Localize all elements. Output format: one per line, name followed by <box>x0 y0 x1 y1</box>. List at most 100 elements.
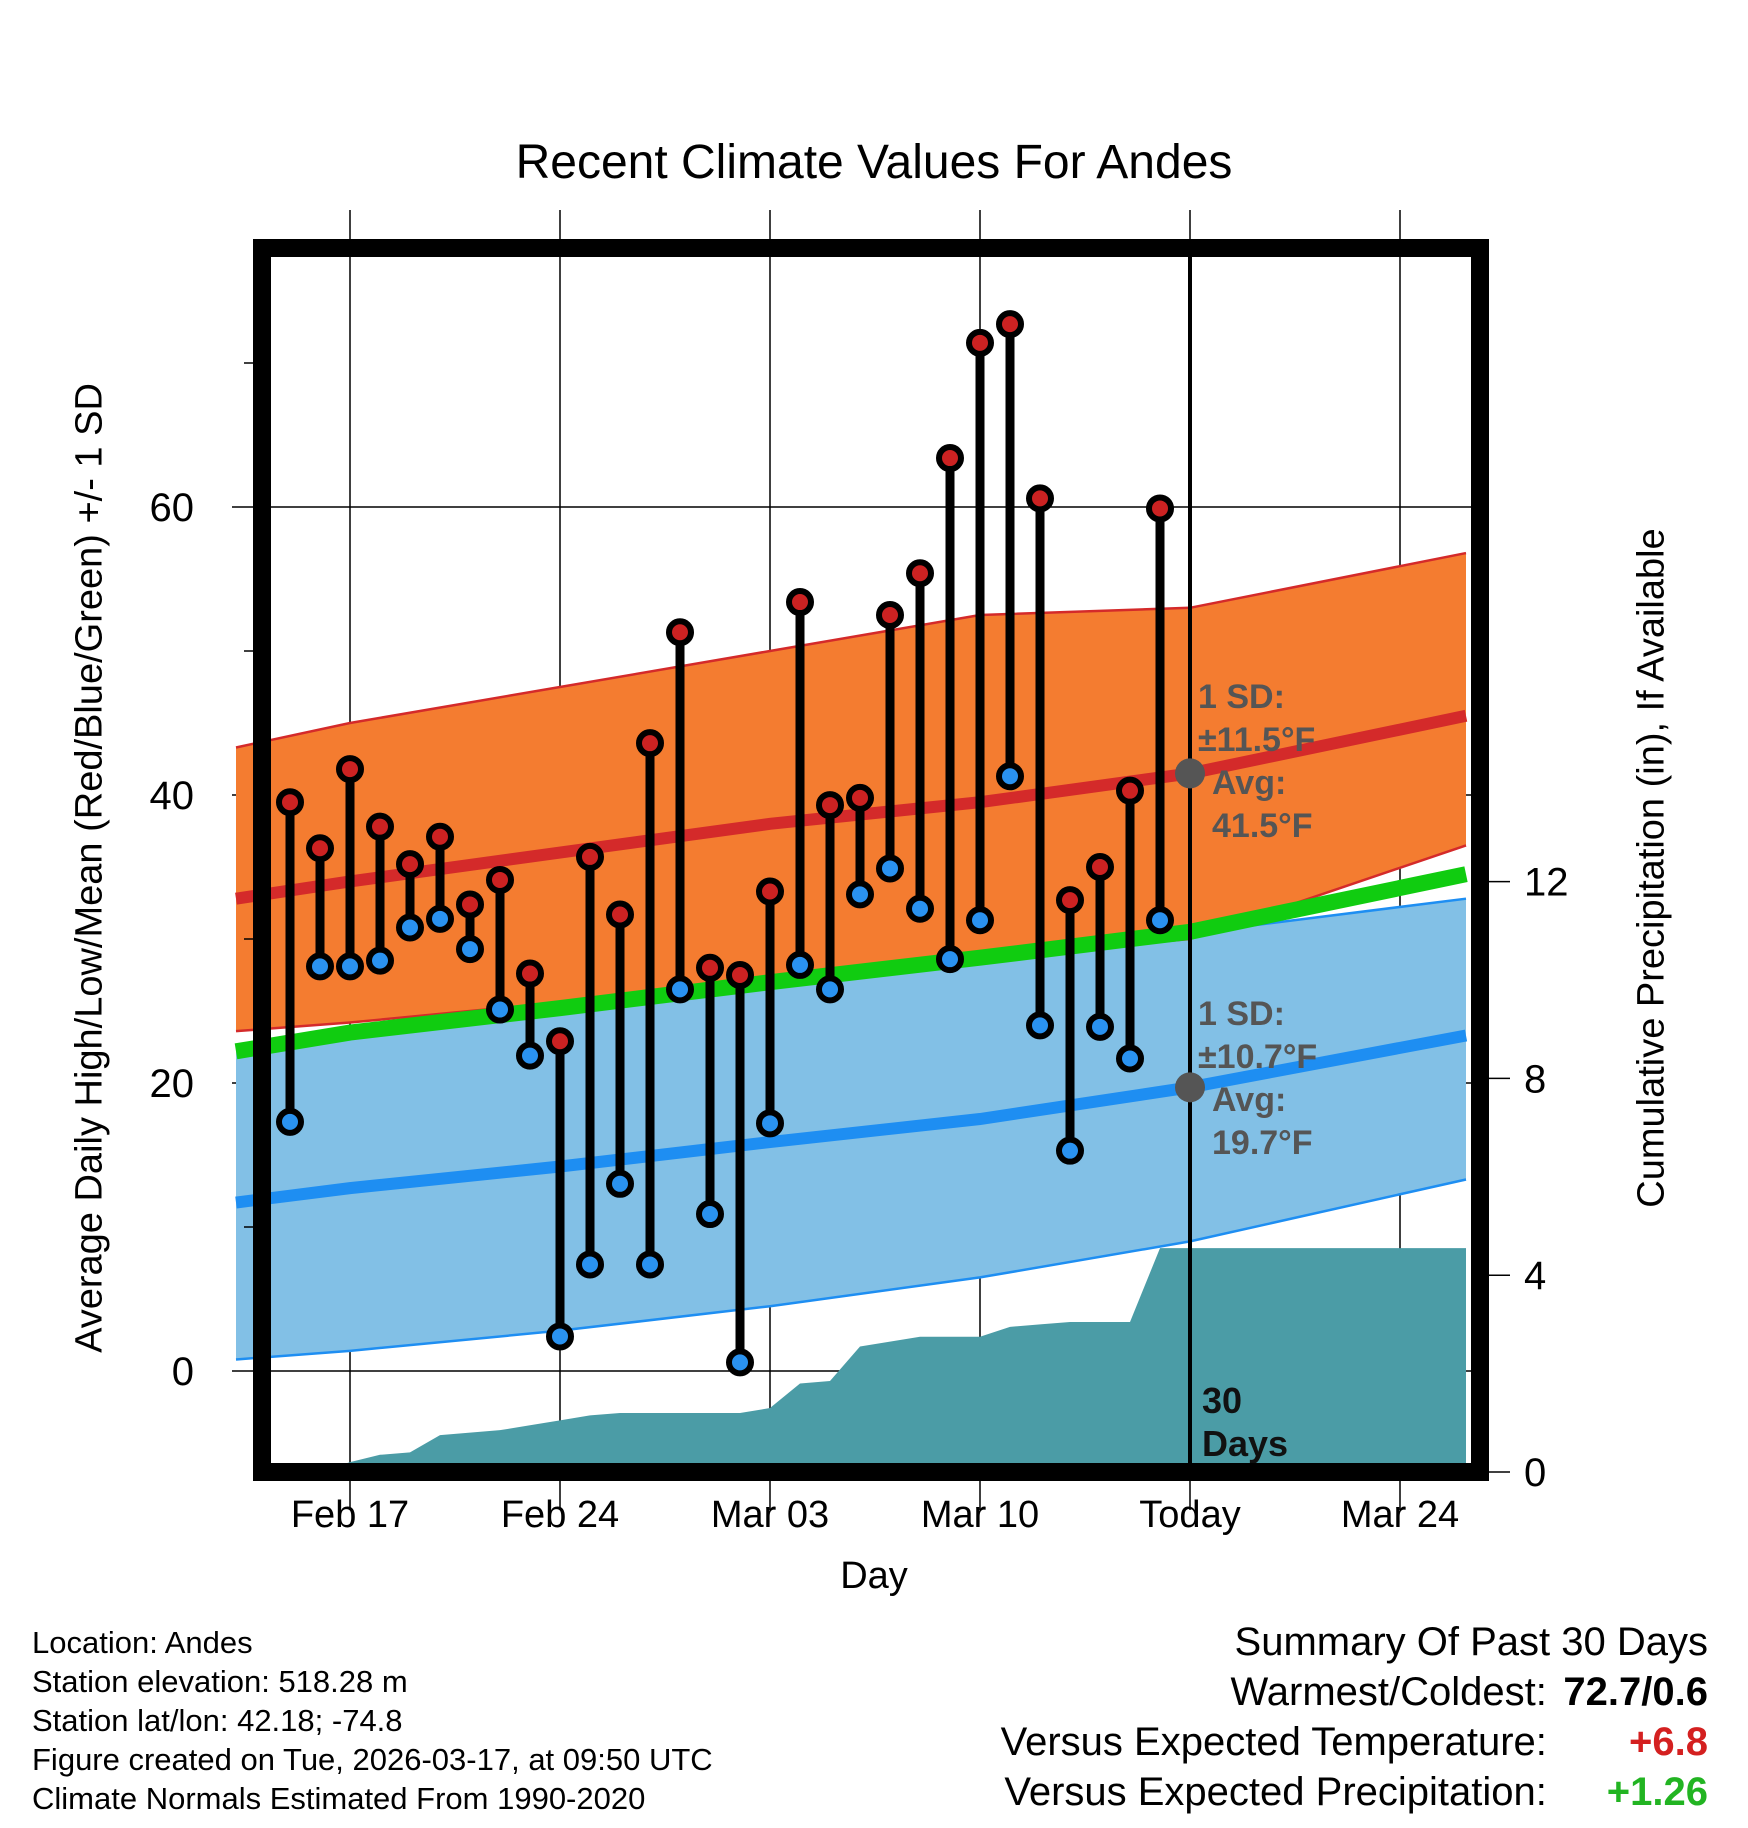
daily-low-marker <box>876 854 904 883</box>
x-tick-label-mar-24: Mar 24 <box>1341 1494 1459 1536</box>
precipitation-area <box>281 1248 1466 1472</box>
daily-high-marker <box>996 310 1024 339</box>
daily-low-marker <box>816 975 844 1004</box>
low-avg-label: Avg: <box>1212 1081 1286 1119</box>
footer-location: Location: Andes <box>32 1625 253 1660</box>
daily-low-marker <box>576 1250 604 1279</box>
high-sd-label: 1 SD: <box>1198 678 1285 716</box>
summary-warm-cold: Warmest/Coldest: 72.7/0.6 <box>1231 1670 1709 1715</box>
plot-frame <box>253 239 1489 1481</box>
high-normal-annotation: 1 SD: ±11.5°F Avg: 41.5°F <box>1198 678 1315 845</box>
tick-labels: Feb 17 Feb 24 Mar 03 Mar 10 Today Mar 24 0 20 40… <box>150 486 1569 1536</box>
daily-low-marker <box>636 1250 664 1279</box>
daily-high-marker <box>756 877 784 906</box>
summary-temp-value: +6.8 <box>1629 1720 1708 1764</box>
daily-high-marker <box>1146 494 1174 523</box>
daily-range-stems <box>285 324 1165 1363</box>
daily-high-marker <box>846 783 874 812</box>
daily-low-marker <box>726 1348 754 1377</box>
chart-title: Recent Climate Values For Andes <box>515 136 1233 189</box>
daily-high-marker <box>936 444 964 473</box>
daily-high-marker <box>486 865 514 894</box>
footer-normals: Climate Normals Estimated From 1990-2020 <box>32 1781 646 1816</box>
daily-low-marker <box>666 975 694 1004</box>
low-normal-marker <box>1175 1072 1205 1103</box>
daily-high-marker <box>1086 853 1114 881</box>
daily-low-marker <box>936 945 964 974</box>
normal-annotations: 1 SD: ±11.5°F Avg: 41.5°F 1 SD: ±10.7°F Avg: 19… <box>1198 678 1317 1162</box>
x-tick-label-mar-10: Mar 10 <box>921 1494 1039 1536</box>
daily-low-marker <box>996 762 1024 791</box>
high-avg-label: Avg: <box>1212 764 1286 802</box>
daily-low-marker <box>906 894 934 923</box>
summary-precip-label: Versus Expected Precipitation: <box>1004 1770 1547 1814</box>
daily-markers <box>276 310 1174 1377</box>
daily-low-marker <box>606 1169 634 1198</box>
daily-high-marker <box>1056 886 1084 915</box>
daily-high-marker <box>516 959 544 988</box>
y-axis-right-label: Cumulative Precipitation (in), If Availa… <box>1630 528 1673 1208</box>
daily-high-marker <box>966 328 994 357</box>
daily-high-marker <box>396 850 424 879</box>
today-label-days-count: 30 <box>1202 1380 1242 1421</box>
daily-low-marker <box>756 1109 784 1138</box>
daily-high-marker <box>1116 776 1144 805</box>
low-sd-value: ±10.7°F <box>1198 1038 1317 1076</box>
daily-high-marker <box>816 791 844 820</box>
summary-precip: Versus Expected Precipitation: +1.26 <box>1004 1770 1708 1815</box>
daily-high-marker <box>666 618 694 647</box>
y-tick-label-60: 60 <box>150 486 195 530</box>
daily-low-marker <box>696 1200 724 1229</box>
daily-high-marker <box>726 961 754 989</box>
daily-low-marker <box>516 1041 544 1070</box>
x-tick-label-today: Today <box>1139 1494 1240 1536</box>
daily-low-marker <box>1146 906 1174 935</box>
normal-markers <box>1175 758 1205 1103</box>
daily-high-marker <box>786 588 814 617</box>
daily-high-marker <box>576 842 604 871</box>
daily-low-marker <box>366 946 394 975</box>
daily-high-marker <box>906 559 934 588</box>
normal-bands <box>234 551 1468 1361</box>
daily-low-marker <box>786 950 814 979</box>
summary-heading: Summary Of Past 30 Days <box>1234 1620 1708 1664</box>
daily-low-marker <box>546 1322 574 1351</box>
summary-warm-cold-label: Warmest/Coldest: <box>1230 1670 1547 1714</box>
daily-high-marker <box>1026 484 1054 513</box>
y-tick-label-40: 40 <box>150 774 195 818</box>
daily-high-marker <box>276 788 304 817</box>
x-tick-label-feb-17: Feb 17 <box>291 1494 409 1536</box>
today-label-days-word: Days <box>1202 1423 1288 1464</box>
precipitation-layer <box>281 1248 1466 1472</box>
footer-created: Figure created on Tue, 2026-03-17, at 09… <box>32 1742 713 1777</box>
footer-latlon: Station lat/lon: 42.18; -74.8 <box>32 1703 403 1738</box>
summary-temp: Versus Expected Temperature: +6.8 <box>1001 1720 1708 1765</box>
low-avg-value: 19.7°F <box>1212 1124 1313 1162</box>
daily-low-marker <box>846 880 874 909</box>
y-tick-label-20: 20 <box>150 1062 195 1106</box>
daily-high-marker <box>336 755 364 784</box>
low-sd-label: 1 SD: <box>1198 995 1285 1033</box>
daily-low-marker <box>396 913 424 942</box>
x-tick-label-feb-24: Feb 24 <box>501 1494 619 1536</box>
high-sd-value: ±11.5°F <box>1198 721 1315 759</box>
low-normal-annotation: 1 SD: ±10.7°F Avg: 19.7°F <box>1198 995 1317 1162</box>
footer-elevation: Station elevation: 518.28 m <box>32 1664 408 1699</box>
daily-low-marker <box>1056 1136 1084 1165</box>
daily-low-marker <box>486 995 514 1024</box>
high-normal-marker <box>1175 758 1205 789</box>
y2-tick-label-12: 12 <box>1524 861 1569 905</box>
summary-warm-cold-value: 72.7/0.6 <box>1563 1670 1708 1714</box>
daily-low-marker <box>456 935 484 964</box>
daily-low-marker <box>1026 1011 1054 1040</box>
daily-low-marker <box>1086 1012 1114 1041</box>
y-axis-left-label: Average Daily High/Low/Mean (Red/Blue/Gr… <box>68 383 111 1353</box>
daily-low-marker <box>1116 1044 1144 1073</box>
daily-high-marker <box>876 601 904 629</box>
daily-low-marker <box>966 906 994 935</box>
y-tick-label-0: 0 <box>172 1350 194 1394</box>
daily-low-marker <box>306 952 334 981</box>
x-tick-label-mar-03: Mar 03 <box>711 1494 829 1536</box>
